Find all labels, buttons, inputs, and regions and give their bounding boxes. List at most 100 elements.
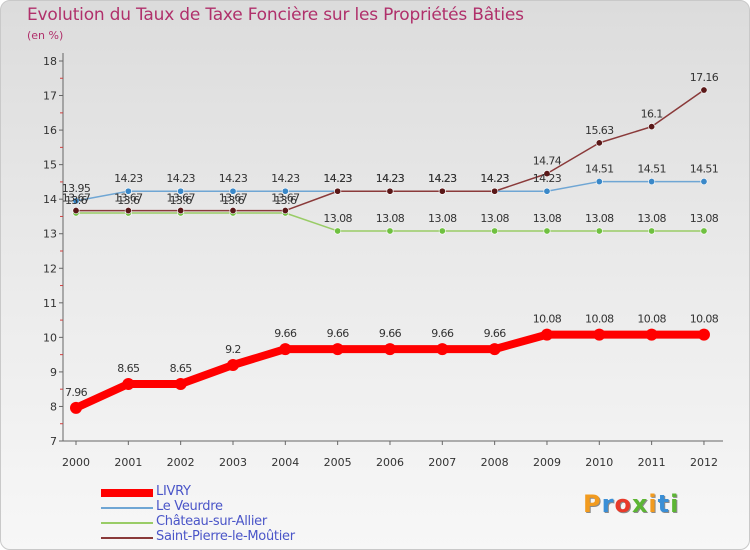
y-tick-label: 10 — [43, 331, 57, 344]
x-tick-label: 2001 — [114, 456, 142, 469]
logo-letter: r — [601, 490, 615, 518]
y-tick-label: 18 — [43, 55, 57, 68]
data-label: 10.08 — [690, 313, 719, 326]
series-point — [543, 227, 551, 235]
series-point — [438, 187, 446, 195]
data-label: 14.23 — [428, 172, 457, 185]
series-point — [229, 187, 237, 195]
data-label: 13.67 — [219, 192, 248, 205]
data-label: 8.65 — [170, 362, 193, 375]
data-label: 14.51 — [585, 163, 614, 176]
legend-swatch-saint-pierre-le-moutier — [101, 537, 153, 539]
series-point — [595, 178, 603, 186]
series-point — [543, 187, 551, 195]
data-label: 14.23 — [166, 172, 195, 185]
series-point — [383, 343, 396, 356]
data-label: 7.96 — [65, 386, 88, 399]
series-point — [595, 227, 603, 235]
series-point — [122, 378, 135, 390]
legend-label-le-veurdre: Le Veurdre — [156, 499, 223, 514]
logo-letter: i — [648, 490, 658, 518]
data-label: 14.23 — [376, 172, 405, 185]
x-tick-label: 2008 — [481, 456, 509, 469]
legend-swatch-le-veurdre — [101, 507, 153, 509]
logo-letter: i — [670, 490, 680, 518]
series-point — [700, 86, 708, 94]
data-label: 10.08 — [637, 313, 666, 326]
legend-label-livry: LIVRY — [156, 484, 191, 499]
data-label: 9.66 — [484, 327, 507, 340]
data-label: 14.23 — [480, 172, 509, 185]
data-label: 14.23 — [376, 172, 405, 185]
data-label: 9.66 — [379, 327, 402, 340]
data-label: 13.08 — [585, 212, 614, 225]
series-point — [177, 207, 185, 215]
series-point — [386, 187, 394, 195]
data-label: 13.67 — [62, 192, 91, 205]
data-label: 14.23 — [271, 172, 300, 185]
series-point — [648, 178, 656, 186]
series-point — [540, 328, 553, 341]
y-tick-label: 14 — [43, 193, 57, 206]
y-tick-label: 11 — [43, 297, 57, 310]
series-point — [645, 328, 658, 341]
series-point — [386, 227, 394, 235]
y-tick-label: 7 — [50, 435, 57, 448]
data-label: 9.2 — [225, 343, 241, 356]
legend-swatch-chateau-sur-allier — [101, 522, 153, 524]
x-tick-label: 2004 — [271, 456, 299, 469]
data-label: 14.74 — [533, 155, 562, 168]
data-label: 14.23 — [323, 172, 352, 185]
data-label: 9.66 — [431, 327, 454, 340]
series-point — [700, 178, 708, 186]
data-label: 14.23 — [428, 172, 457, 185]
series-point — [491, 227, 499, 235]
legend-label-chateau-sur-allier: Château-sur-Allier — [156, 514, 267, 529]
data-label: 13.08 — [480, 212, 509, 225]
data-label: 10.08 — [585, 313, 614, 326]
x-tick-label: 2012 — [690, 456, 718, 469]
data-label: 14.51 — [690, 163, 719, 176]
y-tick-label: 16 — [43, 124, 57, 137]
series-point — [174, 378, 187, 390]
series-point — [491, 187, 499, 195]
legend-swatch-livry — [101, 489, 153, 497]
data-label: 8.65 — [117, 362, 140, 375]
series-point — [177, 187, 185, 195]
series-point — [281, 187, 289, 195]
x-tick-label: 2010 — [585, 456, 613, 469]
series-point — [593, 328, 606, 341]
x-tick-label: 2009 — [533, 456, 561, 469]
data-label: 13.08 — [637, 212, 666, 225]
data-label: 13.6 — [65, 194, 88, 207]
series-point — [226, 359, 239, 371]
data-label: 13.6 — [274, 194, 297, 207]
series-point — [648, 227, 656, 235]
data-label: 13.08 — [690, 212, 719, 225]
series-point — [281, 207, 289, 215]
data-label: 13.08 — [376, 212, 405, 225]
data-label: 14.23 — [480, 172, 509, 185]
series-point — [124, 187, 132, 195]
x-tick-label: 2000 — [62, 456, 90, 469]
chart-unit-label: (en %) — [27, 29, 64, 42]
y-tick-label: 15 — [43, 159, 57, 172]
data-label: 13.67 — [271, 192, 300, 205]
data-label: 13.6 — [117, 194, 140, 207]
x-tick-label: 2002 — [167, 456, 195, 469]
data-label: 16.1 — [641, 108, 663, 121]
x-tick-label: 2005 — [324, 456, 352, 469]
data-label: 13.08 — [428, 212, 457, 225]
y-tick-label: 13 — [43, 228, 57, 241]
series-point — [697, 328, 710, 341]
y-tick-label: 17 — [43, 90, 57, 103]
legend-label-saint-pierre-le-moutier: Saint-Pierre-le-Moûtier — [156, 529, 295, 544]
series-point — [436, 343, 449, 356]
series-point — [543, 170, 551, 178]
series-point — [70, 401, 82, 414]
x-tick-label: 2003 — [219, 456, 247, 469]
series-point — [334, 227, 342, 235]
series-point — [72, 207, 80, 215]
